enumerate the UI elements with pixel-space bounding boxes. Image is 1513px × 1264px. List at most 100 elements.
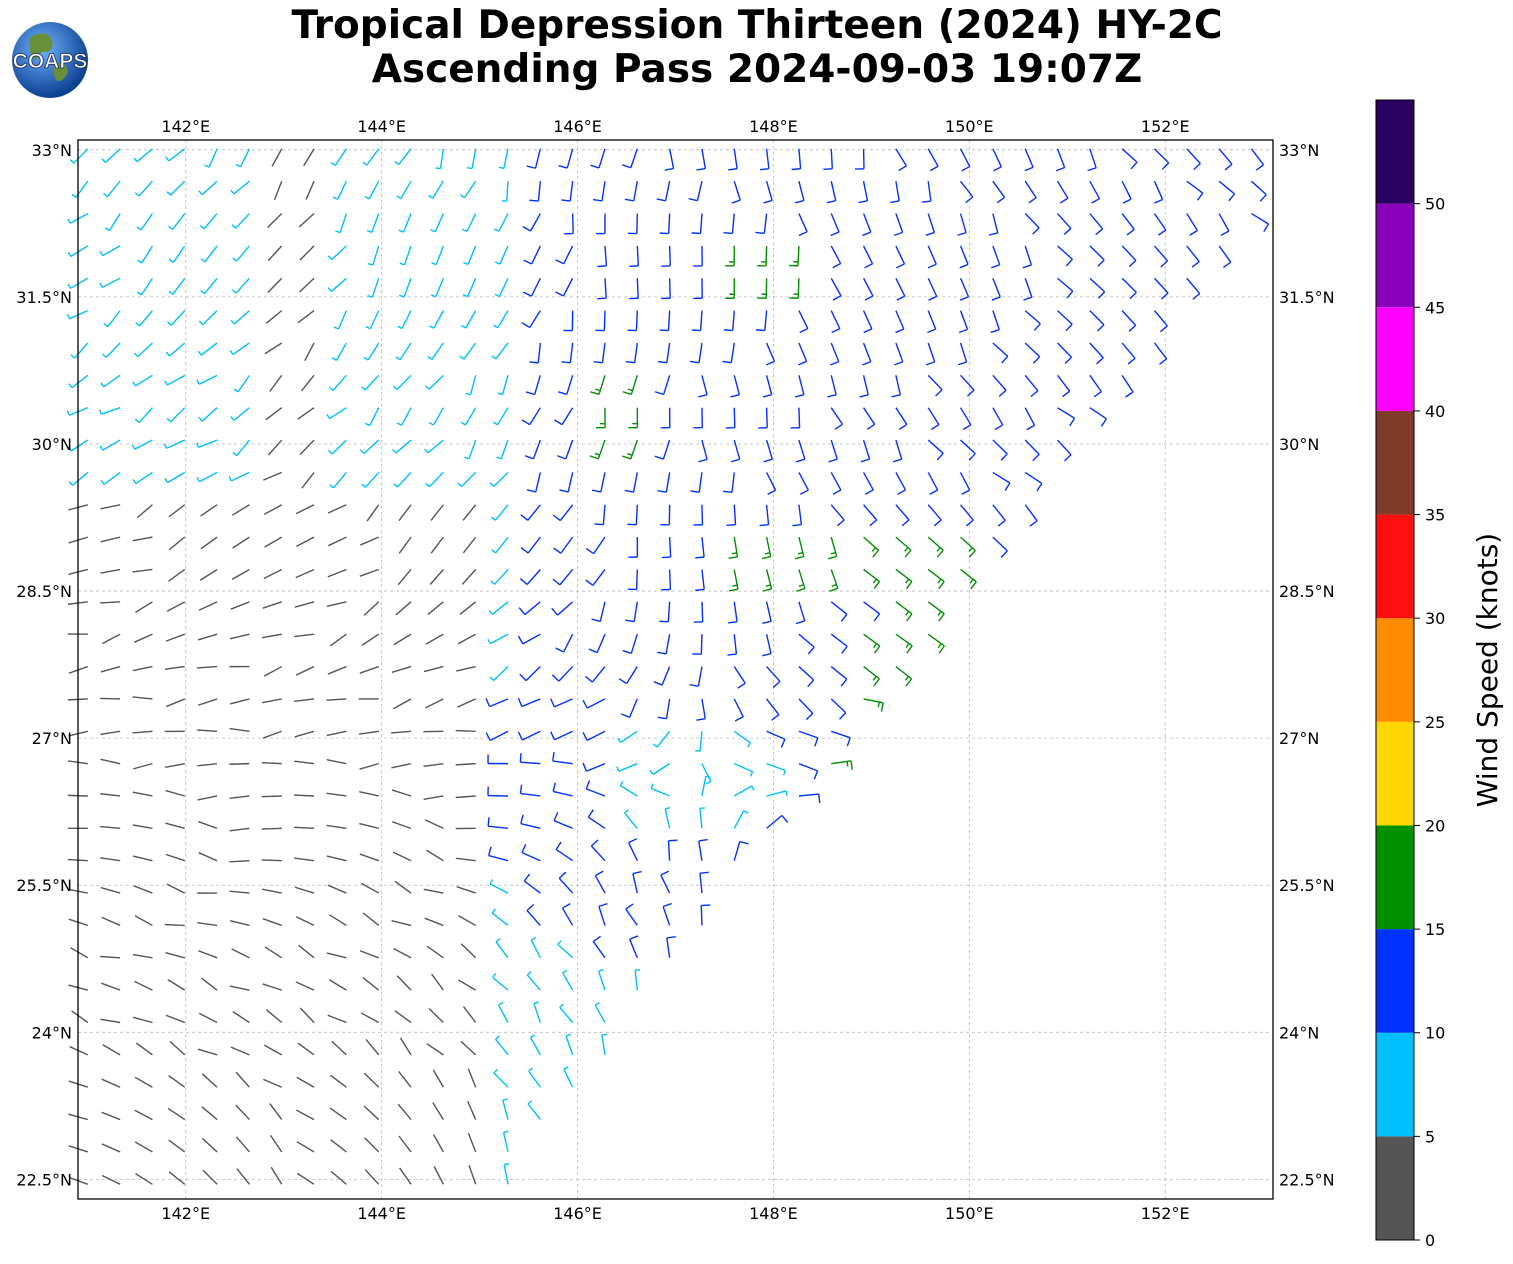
wind-barb-flag: [898, 423, 908, 430]
wind-barb-flag: [664, 167, 674, 171]
wind-barb-shaft: [927, 504, 942, 521]
wind-barb-flag: [864, 263, 873, 269]
wind-barb-shaft: [165, 1014, 186, 1024]
wind-barb-flag: [552, 578, 561, 586]
wind-barb-flag: [397, 325, 403, 330]
wind-barb-flag: [929, 489, 939, 495]
wind-barb-shaft: [395, 439, 412, 454]
wind-barb-flag: [332, 196, 338, 200]
wind-barb-flag: [696, 717, 706, 721]
wind-barb-shaft: [992, 245, 1001, 265]
wind-barb-flag: [818, 793, 821, 804]
wind-barb-shaft: [959, 245, 969, 265]
wind-barb-shaft: [328, 979, 347, 991]
wind-barb-shaft: [403, 278, 412, 298]
wind-barb-flag: [873, 581, 881, 590]
wind-barb-shaft: [798, 148, 802, 169]
wind-barb-shaft: [489, 698, 509, 708]
wind-barb-shaft: [202, 1169, 218, 1185]
wind-barb-shaft: [798, 730, 819, 739]
wind-barb-flag: [723, 329, 733, 332]
wind-barb-flag: [431, 262, 437, 266]
wind-barb-shaft: [294, 760, 315, 765]
wind-barb-shaft: [463, 1006, 477, 1023]
wind-barb-flag: [493, 228, 500, 232]
wind-barb-shaft: [553, 820, 573, 829]
wind-barb-flag: [335, 230, 341, 234]
wind-barb-shaft: [598, 970, 606, 991]
wind-barb-shaft: [863, 601, 880, 615]
wind-barb-flag: [901, 519, 910, 527]
wind-barb-flag: [166, 321, 172, 326]
wind-barb-shaft: [326, 952, 347, 959]
wind-barb-flag: [1193, 163, 1201, 171]
wind-barb-shaft: [1089, 148, 1097, 169]
wind-barb-flag: [737, 682, 746, 689]
wind-barb-shaft: [1153, 180, 1164, 200]
wind-barb-flag: [526, 489, 536, 493]
wind-barb-flag: [653, 681, 663, 686]
wind-barb-flag: [1069, 417, 1076, 427]
wind-barb-shaft: [100, 730, 121, 736]
wind-barb-flag: [1024, 166, 1034, 172]
wind-barb-shaft: [526, 910, 541, 926]
wind-barb-flag: [1087, 167, 1097, 172]
wind-barb-shaft: [667, 310, 671, 331]
wind-barb-shaft: [766, 730, 786, 740]
wind-barb-shaft: [523, 880, 541, 894]
wind-barb-shaft: [992, 277, 1001, 298]
wind-barb-shaft: [396, 471, 412, 488]
wind-barb-flag: [100, 480, 105, 485]
wind-barb-shaft: [520, 792, 541, 797]
colorbar: 0 5 10 15 20 25 30 35 40 45 50: [1375, 99, 1445, 1250]
wind-barb-flag: [584, 675, 593, 683]
wind-barb-flag: [657, 651, 667, 655]
wind-barb-shaft: [294, 601, 315, 608]
wind-barb-flag: [723, 231, 733, 235]
wind-barb-flag: [593, 361, 603, 364]
wind-barb-shaft: [765, 504, 770, 525]
wind-barb-shaft: [895, 601, 913, 615]
colorbar-bin: [1376, 410, 1414, 515]
wind-barb-shaft: [461, 569, 477, 585]
wind-barb-shaft: [172, 277, 186, 295]
wind-barb-shaft: [100, 407, 121, 415]
wind-barb-shaft: [204, 245, 218, 263]
wind-barb-shaft: [393, 633, 412, 646]
wind-barb-flag: [550, 731, 556, 741]
wind-barb-shaft: [262, 601, 282, 609]
wind-barb-flag: [1128, 259, 1137, 268]
wind-barb-shaft: [432, 1134, 444, 1153]
wind-barb-shaft: [466, 213, 477, 232]
wind-barb-shaft: [831, 760, 852, 765]
wind-barb-shaft: [132, 791, 153, 797]
wind-barb-shaft: [563, 633, 574, 653]
wind-barb-shaft: [138, 180, 153, 197]
wind-barb-flag: [1095, 228, 1104, 236]
wind-barb-flag: [1189, 229, 1198, 236]
wind-barb-shaft: [460, 1040, 477, 1056]
wind-barb-flag: [102, 353, 107, 358]
wind-barb-shaft: [329, 914, 347, 927]
wind-barb-shaft: [294, 730, 315, 738]
wind-barb-flag: [958, 328, 968, 334]
wind-barb-shaft: [1057, 310, 1073, 325]
wind-barb-shaft: [1057, 277, 1074, 292]
wind-barb-shaft: [555, 848, 574, 862]
wind-barb-shaft: [766, 698, 780, 716]
wind-barb-shaft: [630, 148, 638, 168]
wind-barb-flag: [921, 200, 931, 203]
wind-barb-shaft: [439, 148, 445, 169]
colorbar-tick-label: 40: [1425, 402, 1445, 421]
wind-barb-shaft: [358, 730, 379, 735]
lon-tick-label: 152°E: [1141, 1204, 1190, 1223]
wind-barb-shaft: [862, 439, 871, 460]
wind-barb-shaft: [366, 148, 380, 166]
wind-barb-flag: [329, 484, 335, 489]
lon-tick-label: 146°E: [553, 1204, 602, 1223]
wind-barb-flag: [1127, 357, 1136, 365]
wind-barb-flag: [625, 619, 635, 623]
wind-barb-flag: [490, 580, 496, 585]
wind-barb-shaft: [830, 407, 844, 425]
wind-barb-flag: [698, 393, 708, 398]
